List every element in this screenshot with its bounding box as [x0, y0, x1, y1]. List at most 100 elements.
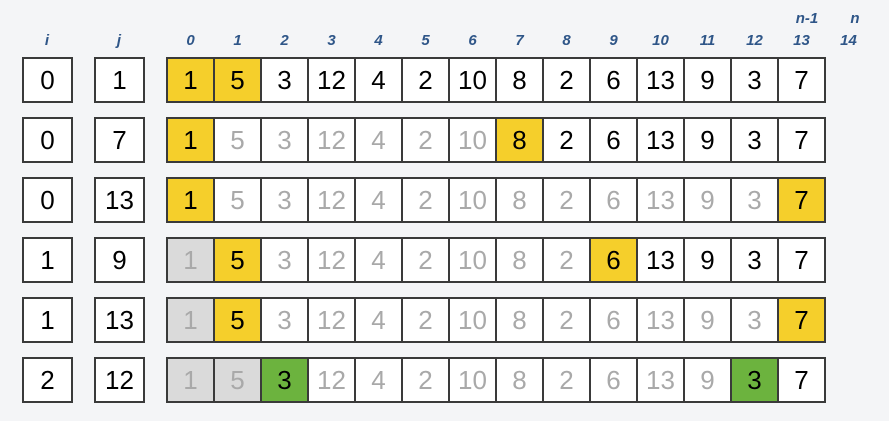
- array-cell: 3: [262, 359, 307, 401]
- array-cell: 3: [262, 59, 307, 101]
- array-cell: 2: [403, 179, 448, 221]
- array-cell: 12: [309, 359, 354, 401]
- array-row: 1 5 3 12 4 2 10 8 2 6 13 9 3 7: [166, 117, 826, 163]
- array-cell: 5: [215, 299, 260, 341]
- array-cell: 10: [450, 359, 495, 401]
- array-cell: 3: [732, 299, 777, 341]
- array-cell: 8: [497, 299, 542, 341]
- array-cell: 5: [215, 179, 260, 221]
- array-cell: 3: [732, 119, 777, 161]
- array-cell: 2: [544, 239, 589, 281]
- array-cell: 2: [403, 119, 448, 161]
- array-cell: 3: [732, 59, 777, 101]
- index-label-10: 10: [652, 32, 669, 49]
- array-cell: 2: [544, 299, 589, 341]
- array-cell: 13: [638, 119, 683, 161]
- array-cell: 1: [168, 119, 213, 161]
- array-cell: 3: [732, 239, 777, 281]
- array-cell: 3: [262, 119, 307, 161]
- index-label-14: 14: [840, 32, 857, 49]
- index-label-1: 1: [233, 32, 242, 49]
- j-header: j: [116, 32, 122, 49]
- j-value-box: 12: [94, 357, 145, 403]
- index-label-8: 8: [562, 32, 571, 49]
- array-cell: 3: [262, 239, 307, 281]
- index-label-12: 12: [746, 32, 763, 49]
- array-cell: 1: [168, 299, 213, 341]
- array-cell: 6: [591, 299, 636, 341]
- array-cell: 7: [779, 239, 824, 281]
- array-cell: 6: [591, 119, 636, 161]
- array-cell: 13: [638, 59, 683, 101]
- array-cell: 9: [685, 59, 730, 101]
- array-cell: 10: [450, 179, 495, 221]
- array-cell: 6: [591, 359, 636, 401]
- array-cell: 7: [779, 299, 824, 341]
- array-cell: 4: [356, 239, 401, 281]
- array-cell: 6: [591, 239, 636, 281]
- array-cell: 6: [591, 59, 636, 101]
- array-row: 1 5 3 12 4 2 10 8 2 6 13 9 3 7: [166, 237, 826, 283]
- array-cell: 13: [638, 179, 683, 221]
- array-cell: 3: [732, 179, 777, 221]
- array-cell: 7: [779, 179, 824, 221]
- index-label-11: 11: [699, 32, 716, 49]
- index-label-4: 4: [374, 32, 383, 49]
- array-cell: 2: [403, 359, 448, 401]
- array-cell: 5: [215, 359, 260, 401]
- array-cell: 10: [450, 299, 495, 341]
- index-label-5: 5: [421, 32, 430, 49]
- array-cell: 2: [544, 179, 589, 221]
- n-minus-1-label: n-1: [795, 10, 819, 27]
- array-cell: 13: [638, 359, 683, 401]
- array-cell: 7: [779, 59, 824, 101]
- array-cell: 12: [309, 119, 354, 161]
- array-cell: 2: [544, 359, 589, 401]
- array-cell: 10: [450, 239, 495, 281]
- array-cell: 7: [779, 359, 824, 401]
- array-cell: 1: [168, 239, 213, 281]
- array-cell: 1: [168, 59, 213, 101]
- j-value-box: 1: [94, 57, 145, 103]
- array-cell: 9: [685, 239, 730, 281]
- index-label-9: 9: [609, 32, 618, 49]
- index-label-7: 7: [515, 32, 524, 49]
- array-row: 1 5 3 12 4 2 10 8 2 6 13 9 3 7: [166, 297, 826, 343]
- array-cell: 10: [450, 59, 495, 101]
- array-cell: 13: [638, 239, 683, 281]
- array-cell: 8: [497, 59, 542, 101]
- index-label-6: 6: [468, 32, 477, 49]
- array-cell: 2: [544, 59, 589, 101]
- i-value-box: 0: [22, 117, 73, 163]
- j-value-box: 13: [94, 177, 145, 223]
- array-cell: 2: [544, 119, 589, 161]
- index-label-13: 13: [793, 32, 810, 49]
- j-value-box: 9: [94, 237, 145, 283]
- array-cell: 5: [215, 119, 260, 161]
- array-cell: 12: [309, 179, 354, 221]
- array-cell: 7: [779, 119, 824, 161]
- array-cell: 9: [685, 359, 730, 401]
- index-label-0: 0: [186, 32, 195, 49]
- array-cell: 5: [215, 239, 260, 281]
- array-cell: 2: [403, 299, 448, 341]
- index-label-3: 3: [327, 32, 336, 49]
- array-cell: 3: [262, 179, 307, 221]
- array-cell: 8: [497, 119, 542, 161]
- array-cell: 9: [685, 179, 730, 221]
- array-cell: 2: [403, 59, 448, 101]
- array-cell: 4: [356, 119, 401, 161]
- j-value-box: 7: [94, 117, 145, 163]
- array-cell: 4: [356, 299, 401, 341]
- array-cell: 3: [732, 359, 777, 401]
- i-value-box: 1: [22, 297, 73, 343]
- i-value-box: 2: [22, 357, 73, 403]
- index-label-2: 2: [280, 32, 289, 49]
- array-cell: 9: [685, 299, 730, 341]
- array-cell: 4: [356, 59, 401, 101]
- array-cell: 8: [497, 179, 542, 221]
- array-cell: 6: [591, 179, 636, 221]
- i-value-box: 1: [22, 237, 73, 283]
- i-header: i: [44, 32, 50, 49]
- array-cell: 12: [309, 299, 354, 341]
